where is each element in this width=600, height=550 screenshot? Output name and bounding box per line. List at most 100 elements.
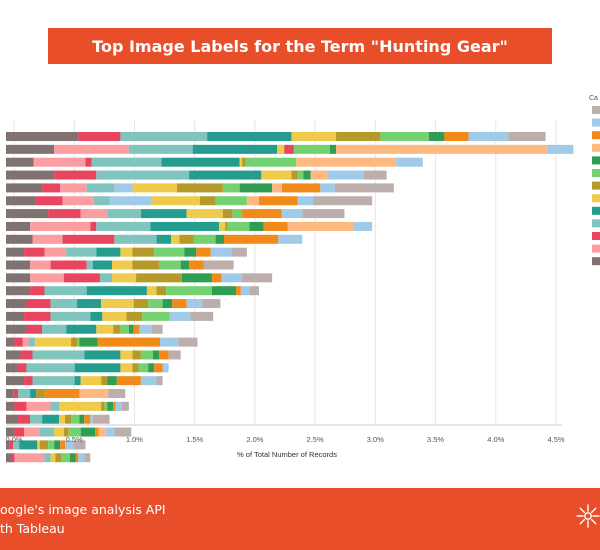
bar-segment[interactable] — [39, 427, 55, 437]
bar-segment[interactable] — [13, 440, 20, 450]
bar-segment[interactable] — [107, 209, 141, 219]
bar-segment[interactable] — [320, 183, 335, 193]
bar-segment[interactable] — [171, 234, 180, 244]
bar-segment[interactable] — [74, 376, 81, 386]
bar-segment[interactable] — [148, 299, 163, 309]
bar-segment[interactable] — [156, 376, 163, 386]
bar-segment[interactable] — [297, 196, 314, 206]
bar-segment[interactable] — [107, 376, 117, 386]
bar-segment[interactable] — [99, 273, 112, 283]
bar-segment[interactable] — [96, 247, 121, 257]
bar-segment[interactable] — [84, 453, 91, 463]
bar-segment[interactable] — [224, 234, 279, 244]
bar-segment[interactable] — [6, 440, 10, 450]
bar-segment[interactable] — [249, 221, 264, 231]
bar-segment[interactable] — [245, 157, 297, 167]
bar-segment[interactable] — [211, 286, 237, 296]
bar-segment[interactable] — [24, 427, 40, 437]
bar-segment[interactable] — [6, 324, 27, 334]
bar-segment[interactable] — [111, 260, 133, 270]
bar-segment[interactable] — [80, 376, 102, 386]
bar-segment[interactable] — [54, 170, 97, 180]
bar-segment[interactable] — [65, 414, 72, 424]
bar-segment[interactable] — [508, 132, 546, 141]
bar-segment[interactable] — [62, 234, 115, 244]
bar-segment[interactable] — [263, 221, 288, 231]
bar-segment[interactable] — [39, 440, 49, 450]
bar-segment[interactable] — [6, 427, 15, 437]
bar-segment[interactable] — [156, 286, 167, 296]
bar-segment[interactable] — [96, 170, 190, 180]
bar-segment[interactable] — [114, 234, 157, 244]
bar-segment[interactable] — [138, 363, 149, 373]
bar-segment[interactable] — [222, 183, 240, 193]
bar-segment[interactable] — [152, 350, 159, 360]
bar-segment[interactable] — [36, 389, 46, 398]
bar-segment[interactable] — [79, 389, 109, 398]
bar-segment[interactable] — [6, 221, 31, 231]
bar-segment[interactable] — [63, 427, 69, 437]
bar-segment[interactable] — [6, 286, 31, 296]
bar-segment[interactable] — [330, 144, 337, 154]
bar-segment[interactable] — [34, 337, 72, 347]
bar-segment[interactable] — [26, 363, 75, 373]
bar-segment[interactable] — [6, 260, 31, 270]
bar-segment[interactable] — [30, 414, 43, 424]
bar-segment[interactable] — [120, 363, 133, 373]
bar-segment[interactable] — [287, 221, 355, 231]
legend-swatch[interactable] — [592, 206, 600, 215]
bar-segment[interactable] — [140, 350, 153, 360]
bar-segment[interactable] — [225, 221, 228, 231]
bar-segment[interactable] — [6, 132, 79, 141]
bar-segment[interactable] — [30, 273, 64, 283]
bar-segment[interactable] — [166, 286, 212, 296]
bar-segment[interactable] — [105, 427, 115, 437]
bar-segment[interactable] — [32, 350, 85, 360]
bar-segment[interactable] — [302, 209, 345, 219]
bar-segment[interactable] — [14, 427, 25, 437]
bar-segment[interactable] — [199, 196, 216, 206]
bar-segment[interactable] — [84, 350, 121, 360]
legend-swatch[interactable] — [592, 257, 600, 266]
bar-segment[interactable] — [297, 170, 304, 180]
bar-segment[interactable] — [92, 260, 112, 270]
bar-segment[interactable] — [6, 401, 15, 411]
bar-segment[interactable] — [42, 324, 67, 334]
bar-segment[interactable] — [6, 350, 21, 360]
bar-segment[interactable] — [6, 234, 33, 244]
bar-segment[interactable] — [93, 196, 110, 206]
bar-segment[interactable] — [190, 311, 214, 321]
bar-segment[interactable] — [219, 221, 226, 231]
bar-segment[interactable] — [26, 324, 43, 334]
bar-segment[interactable] — [61, 453, 70, 463]
bar-segment[interactable] — [30, 389, 37, 398]
bar-segment[interactable] — [249, 286, 259, 296]
bar-segment[interactable] — [6, 209, 49, 219]
bar-segment[interactable] — [18, 363, 27, 373]
bar-segment[interactable] — [150, 221, 220, 231]
bar-segment[interactable] — [261, 170, 292, 180]
bar-segment[interactable] — [6, 337, 15, 347]
legend-swatch[interactable] — [592, 181, 600, 190]
bar-segment[interactable] — [169, 311, 191, 321]
bar-segment[interactable] — [193, 234, 216, 244]
bar-segment[interactable] — [303, 170, 311, 180]
bar-segment[interactable] — [80, 427, 96, 437]
bar-segment[interactable] — [44, 247, 67, 257]
bar-segment[interactable] — [96, 324, 114, 334]
bar-segment[interactable] — [132, 350, 141, 360]
bar-segment[interactable] — [192, 144, 277, 154]
bar-segment[interactable] — [71, 414, 80, 424]
bar-segment[interactable] — [69, 453, 76, 463]
bar-segment[interactable] — [45, 389, 80, 398]
bar-segment[interactable] — [114, 183, 133, 193]
bar-segment[interactable] — [14, 337, 23, 347]
bar-segment[interactable] — [168, 350, 181, 360]
bar-segment[interactable] — [60, 183, 87, 193]
bar-segment[interactable] — [133, 324, 140, 334]
bar-segment[interactable] — [232, 209, 243, 219]
bar-segment[interactable] — [239, 183, 273, 193]
bar-segment[interactable] — [50, 260, 87, 270]
bar-segment[interactable] — [26, 299, 51, 309]
bar-segment[interactable] — [133, 299, 149, 309]
